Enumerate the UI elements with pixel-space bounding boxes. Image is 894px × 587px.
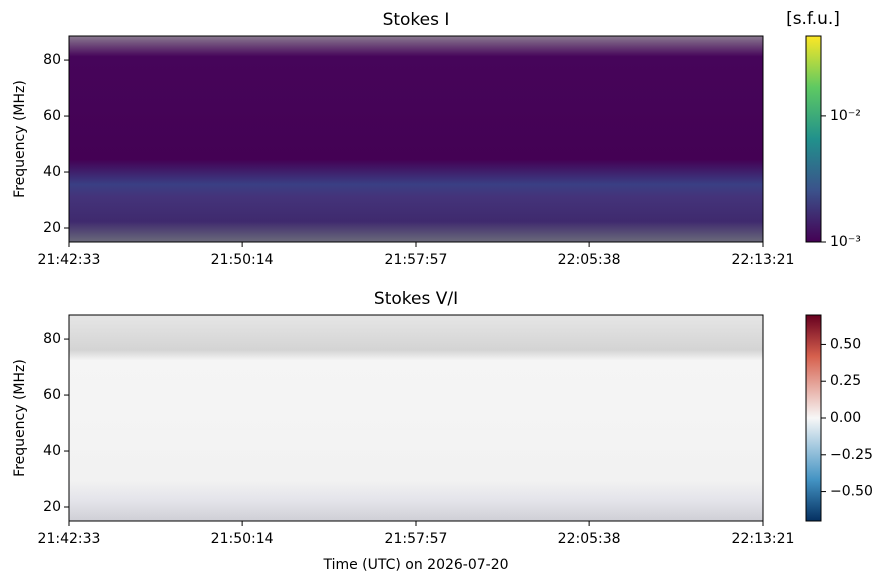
x-tick-label: 21:57:57	[385, 531, 448, 547]
x-tick-label: 22:05:38	[558, 531, 621, 547]
chart-title: Stokes V/I	[374, 289, 458, 309]
colorbar-tick-label: −0.25	[830, 447, 873, 463]
heatmap-image	[69, 315, 763, 521]
x-tick-label: 21:42:33	[38, 531, 101, 547]
y-tick-label: 40	[43, 164, 61, 180]
colorbar-tick-label: 10⁻²	[830, 108, 861, 124]
x-axis-label: Time (UTC) on 2026-07-20	[322, 557, 508, 573]
y-tick-label: 20	[43, 499, 61, 515]
colorbar-tick-label: 10⁻³	[830, 234, 861, 250]
colorbar-tick-label: −0.50	[830, 484, 873, 500]
x-tick-label: 21:57:57	[385, 252, 448, 268]
colorbar-tick-label: 0.25	[830, 373, 861, 389]
x-tick-label: 21:42:33	[38, 252, 101, 268]
heatmap-image	[69, 36, 763, 242]
colorbar-tick-label: 0.50	[830, 336, 861, 352]
y-tick-label: 80	[43, 52, 61, 68]
chart-title: Stokes I	[383, 10, 450, 30]
colorbar	[805, 314, 822, 522]
y-axis-label: Frequency (MHz)	[12, 80, 28, 198]
colorbar-label: [s.f.u.]	[786, 9, 840, 29]
colorbar	[805, 35, 822, 243]
y-tick-label: 20	[43, 220, 61, 236]
y-axis-label: Frequency (MHz)	[12, 359, 28, 477]
colorbar-tick-label: 0.00	[830, 410, 861, 426]
x-tick-label: 22:05:38	[558, 252, 621, 268]
y-tick-label: 80	[43, 331, 61, 347]
y-tick-label: 60	[43, 108, 61, 124]
x-tick-label: 22:13:21	[732, 252, 795, 268]
x-tick-label: 21:50:14	[211, 252, 274, 268]
y-tick-label: 40	[43, 443, 61, 459]
y-tick-label: 60	[43, 387, 61, 403]
x-tick-label: 21:50:14	[211, 531, 274, 547]
x-tick-label: 22:13:21	[732, 531, 795, 547]
